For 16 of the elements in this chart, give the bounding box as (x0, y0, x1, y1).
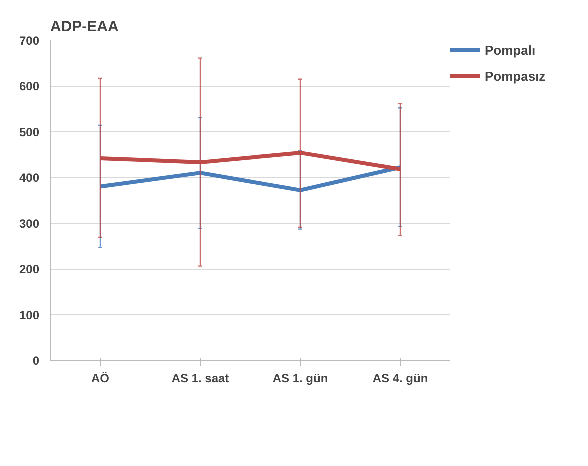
y-tick-label: 100 (19, 308, 40, 322)
x-tick-label: AÖ (92, 372, 110, 386)
legend-label: Pompalı (485, 42, 536, 58)
chart-title: ADP-EAA (50, 18, 119, 36)
legend-label: Pompasız (485, 68, 546, 84)
y-tick-label: 0 (32, 354, 40, 368)
y-tick-label: 700 (19, 34, 40, 48)
y-tick-label: 600 (19, 80, 40, 94)
y-tick-label: 300 (19, 216, 40, 231)
y-tick-label: 200 (19, 262, 40, 277)
x-tick-label: AS 4. gün (372, 372, 428, 386)
x-tick-label: AS 1. saat (172, 372, 230, 386)
y-tick-label: 500 (19, 125, 40, 140)
y-tick-label: 400 (19, 171, 40, 186)
line-series (98, 166, 402, 192)
x-tick-label: AS 1. gün (272, 372, 328, 386)
